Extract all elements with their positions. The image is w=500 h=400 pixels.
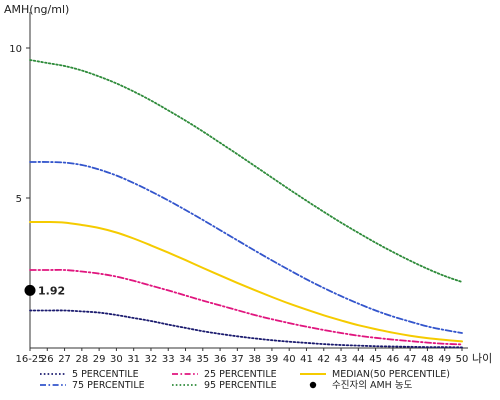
x-tick-label: 30 (110, 354, 123, 365)
x-tick-label: 45 (369, 354, 382, 365)
series-line-25-percentile (29, 268, 463, 346)
x-tick-label: 31 (127, 354, 140, 365)
legend-marker-swatch (309, 381, 317, 389)
x-tick-label: 34 (179, 354, 192, 365)
x-tick-label: 29 (93, 354, 106, 365)
patient-amh-value-label: 1.92 (38, 284, 65, 297)
y-tick-label: 5 (16, 194, 22, 205)
legend-label: 수진자의 AMH 농도 (332, 380, 413, 391)
x-tick-label: 48 (421, 354, 434, 365)
patient-amh-marker (24, 284, 36, 296)
x-tick-label: 47 (404, 354, 417, 365)
legend-label: MEDIAN(50 PERCENTILE) (332, 369, 450, 380)
x-axis-title: 나이 (472, 352, 492, 365)
x-tick-label: 46 (387, 354, 400, 365)
x-tick-label: 26 (41, 354, 54, 365)
series-line-95-percentile (29, 59, 463, 283)
x-tick-label: 38 (248, 354, 261, 365)
marker-layer: 1.92 (24, 284, 65, 297)
legend-label: 5 PERCENTILE (72, 369, 139, 380)
x-tick-label: 41 (300, 354, 313, 365)
x-tick-label: 28 (75, 354, 88, 365)
x-tick-label: 35 (196, 354, 209, 365)
series-layer (29, 59, 463, 349)
series-line-median-50-percentile (29, 220, 463, 343)
x-tick-label: 36 (214, 354, 227, 365)
x-tick-label: 40 (283, 354, 296, 365)
x-tick-label: 37 (231, 354, 244, 365)
legend-label: 95 PERCENTILE (204, 380, 277, 391)
legend-label: 75 PERCENTILE (72, 380, 145, 391)
x-tick-label: 27 (58, 354, 71, 365)
legend: 5 PERCENTILE 25 PERCENTILE MEDIAN(50 PERCE… (40, 369, 450, 391)
y-tick-label: 10 (9, 44, 22, 55)
x-tick-label: 16-25 (15, 354, 44, 365)
legend-label: 25 PERCENTILE (204, 369, 277, 380)
x-tick-label: 39 (266, 354, 279, 365)
x-tick-label: 32 (145, 354, 158, 365)
series-line-5-percentile (29, 309, 463, 349)
x-tick-label: 44 (352, 354, 365, 365)
x-tick-label: 43 (335, 354, 348, 365)
x-tick-label: 33 (162, 354, 175, 365)
x-tick-label: 42 (317, 354, 330, 365)
series-line-75-percentile (29, 161, 463, 334)
x-tick-label: 49 (438, 354, 451, 365)
x-tick-label: 50 (456, 354, 469, 365)
y-axis-title: AMH(ng/ml) (4, 3, 69, 16)
